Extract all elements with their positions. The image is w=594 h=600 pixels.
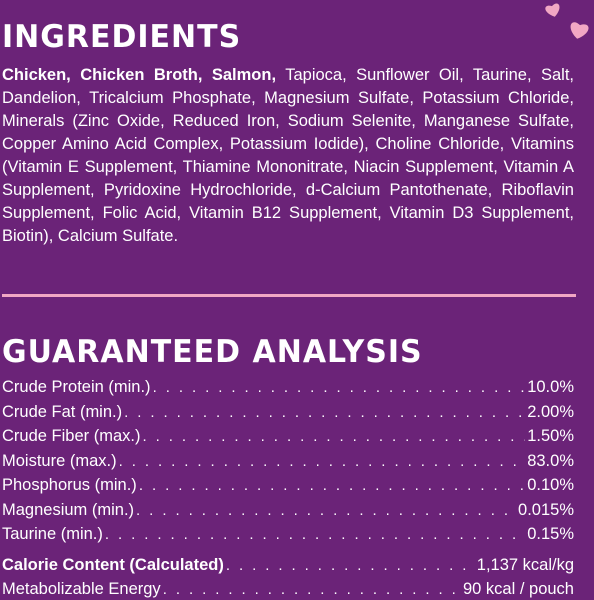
- dot-leader: [124, 401, 525, 426]
- analysis-row: Crude Fiber (max.) 1.50%: [2, 424, 574, 449]
- ingredients-bold-lead: Chicken, Chicken Broth, Salmon,: [2, 66, 277, 84]
- analysis-label: Taurine (min.): [2, 525, 103, 543]
- analysis-label: Crude Fat (min.): [2, 402, 123, 421]
- analysis-row: Taurine (min.) 0.15%: [2, 522, 574, 547]
- analysis-value: 10.0%: [527, 378, 574, 396]
- ingredients-heading: INGREDIENTS: [2, 18, 242, 56]
- ingredients-text: Chicken, Chicken Broth, Salmon, Tapioca,…: [2, 64, 574, 248]
- dot-leader: [105, 523, 525, 548]
- ingredients-rest: Tapioca, Sunflower Oil, Taurine, Salt, D…: [2, 66, 574, 245]
- analysis-value: 83.0%: [527, 451, 574, 470]
- analysis-row: Magnesium (min.) 0.015%: [2, 498, 574, 523]
- calorie-content-row: Calorie Content (Calculated) 1,137 kcal/…: [2, 553, 574, 578]
- analysis-value: 0.015%: [518, 500, 574, 519]
- dot-leader: [142, 425, 525, 450]
- dot-leader: [136, 499, 516, 524]
- metabolizable-energy-row: Metabolizable Energy 90 kcal / pouch: [2, 577, 574, 600]
- heart-icon: [545, 3, 560, 17]
- analysis-label: Crude Fiber (max.): [2, 427, 141, 445]
- dot-leader: [139, 474, 525, 499]
- section-divider: [2, 294, 576, 297]
- analysis-label: Crude Protein (min.): [2, 378, 151, 396]
- dot-leader: [226, 554, 475, 579]
- analysis-label: Moisture (max.): [2, 451, 117, 470]
- metabolizable-energy-label: Metabolizable Energy: [2, 580, 161, 598]
- metabolizable-energy-value: 90 kcal / pouch: [463, 580, 574, 598]
- analysis-table: Crude Protein (min.) 10.0% Crude Fat (mi…: [2, 375, 574, 600]
- analysis-row: Phosphorus (min.) 0.10%: [2, 473, 574, 498]
- calorie-content-label: Calorie Content (Calculated): [2, 555, 224, 574]
- calorie-content-value: 1,137 kcal/kg: [476, 555, 574, 574]
- heart-icon: [570, 22, 589, 39]
- dot-leader: [163, 578, 461, 600]
- dot-leader: [119, 450, 526, 475]
- dot-leader: [153, 376, 526, 401]
- analysis-row: Crude Fat (min.) 2.00%: [2, 400, 574, 425]
- analysis-value: 0.10%: [527, 476, 574, 494]
- analysis-label: Phosphorus (min.): [2, 476, 137, 494]
- hearts-decoration: [545, 3, 589, 39]
- guaranteed-analysis-heading: GUARANTEED ANALYSIS: [2, 333, 423, 371]
- analysis-label: Magnesium (min.): [2, 500, 135, 519]
- analysis-row: Crude Protein (min.) 10.0%: [2, 375, 574, 400]
- analysis-value: 2.00%: [527, 402, 574, 421]
- calorie-block: Calorie Content (Calculated) 1,137 kcal/…: [2, 553, 574, 600]
- analysis-value: 1.50%: [527, 427, 574, 445]
- analysis-row: Moisture (max.) 83.0%: [2, 449, 574, 474]
- analysis-value: 0.15%: [527, 525, 574, 543]
